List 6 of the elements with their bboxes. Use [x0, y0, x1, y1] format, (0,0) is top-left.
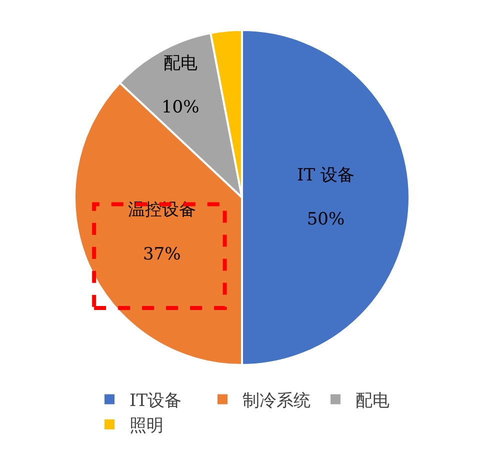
text: 配电 10% [161, 53, 200, 118]
legend-label: 照明 [130, 416, 164, 436]
legend-label: 制冷系统 [242, 390, 310, 411]
text: IT 设备 50% [297, 165, 354, 230]
legend-label: 配电 [356, 390, 390, 411]
legend-label: IT设备 [130, 390, 182, 411]
